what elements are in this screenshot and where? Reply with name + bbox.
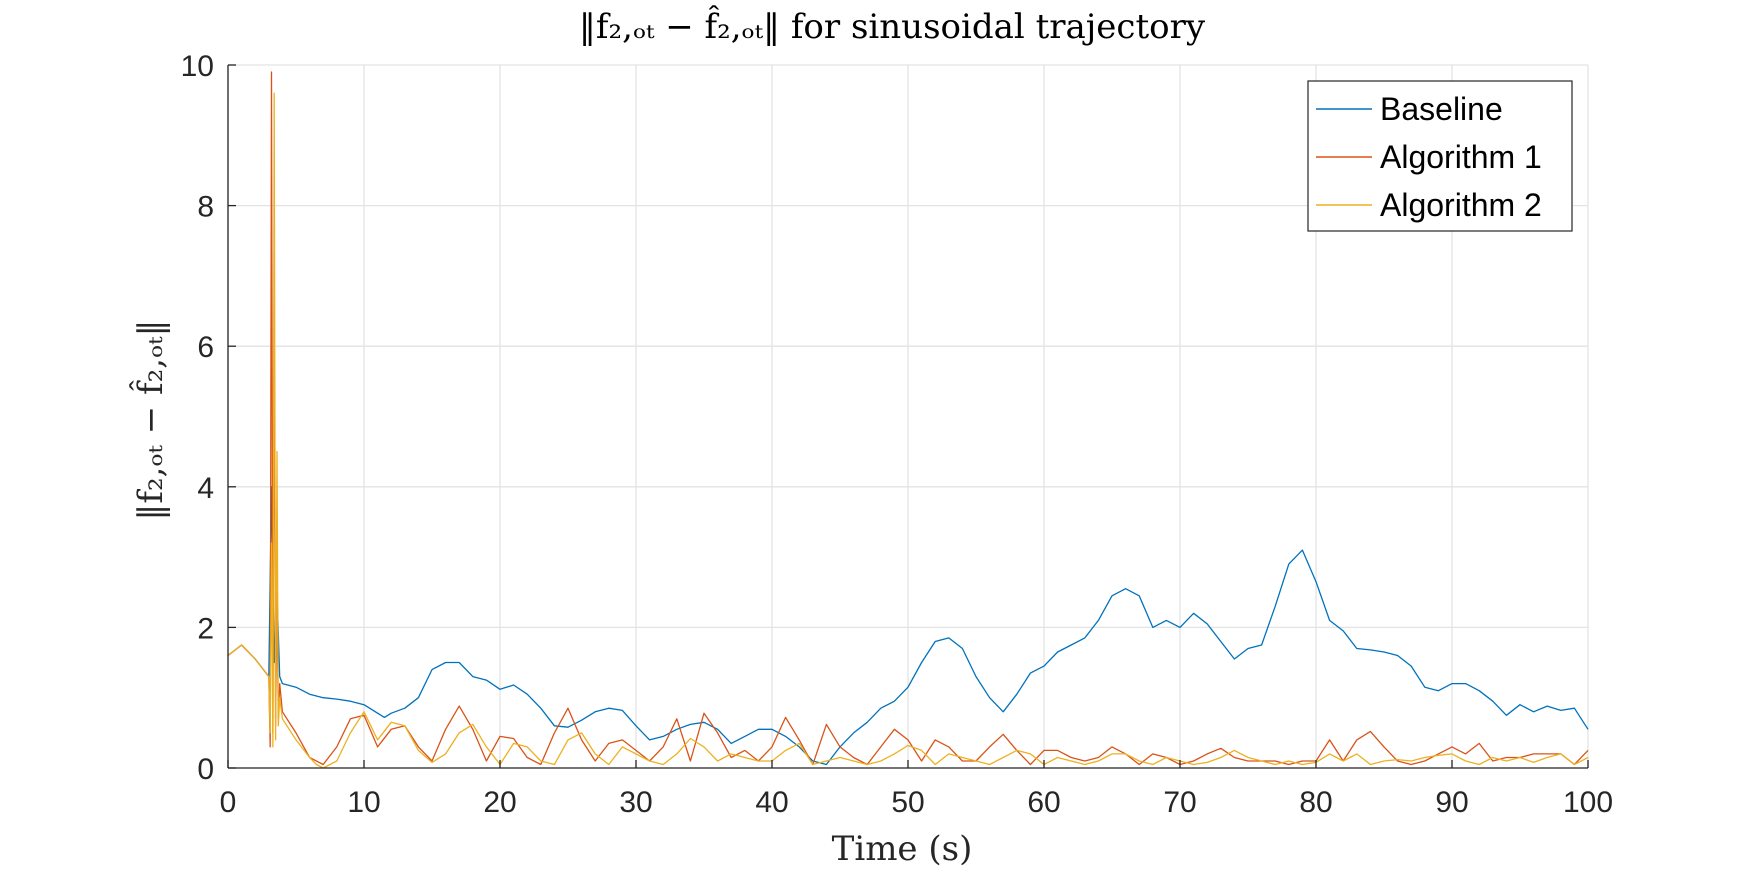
series-line-baseline	[227, 486, 1589, 766]
x-tick-label: 80	[1299, 786, 1332, 819]
series-line-algorithm-2	[227, 92, 1589, 769]
tick-labels: 0 10 20 30 40 50 60 70 80 90 100 0 2 4 6 8 10	[181, 50, 1613, 819]
y-tick-label: 2	[197, 612, 214, 645]
legend-box	[1307, 80, 1573, 232]
x-axis-title: Time (s)	[832, 829, 973, 869]
legend-label: Algorithm 2	[1380, 187, 1542, 223]
legend-label: Algorithm 1	[1380, 139, 1542, 175]
x-tick-label: 20	[483, 786, 516, 819]
x-tick-label: 90	[1435, 786, 1468, 819]
x-tick-label: 70	[1163, 786, 1196, 819]
legend-label: Baseline	[1380, 91, 1503, 127]
y-tick-label: 8	[197, 191, 214, 224]
y-axis-title: ‖f₂,ₒₜ − f̂₂,ₒₜ‖	[129, 319, 171, 520]
plot-lines	[227, 71, 1589, 769]
y-tick-label: 4	[197, 472, 214, 505]
x-tick-label: 10	[347, 786, 380, 819]
y-tick-label: 6	[197, 331, 214, 364]
x-tick-label: 0	[220, 786, 237, 819]
chart-title: ‖f₂,ₒₜ − f̂₂,ₒₜ‖ for sinusoidal trajecto…	[579, 5, 1206, 47]
x-tick-label: 50	[891, 786, 924, 819]
y-tick-label: 10	[181, 50, 214, 83]
x-tick-label: 30	[619, 786, 652, 819]
axes	[227, 64, 1589, 769]
y-tick-label: 0	[197, 753, 214, 786]
x-tick-label: 100	[1563, 786, 1613, 819]
x-tick-label: 40	[755, 786, 788, 819]
x-tick-label: 60	[1027, 786, 1060, 819]
legend: Baseline Algorithm 1 Algorithm 2	[1307, 80, 1573, 232]
